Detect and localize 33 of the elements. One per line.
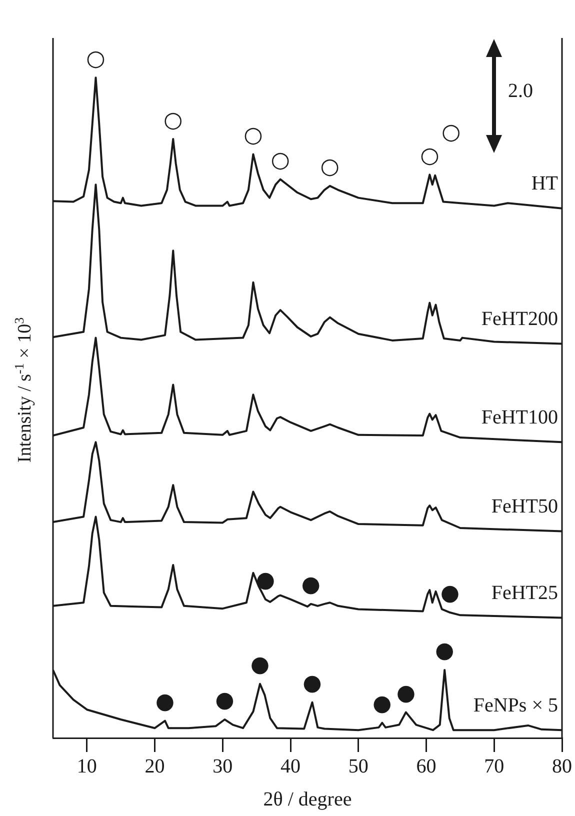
annotation: ● bbox=[155, 690, 175, 715]
annotation: ● bbox=[372, 692, 392, 717]
x-tick-label: 40 bbox=[280, 755, 301, 778]
annotation: ○ bbox=[86, 46, 106, 72]
x-axis-title: 2θ / degree bbox=[263, 788, 352, 810]
annotation: ● bbox=[434, 638, 454, 664]
x-tick-label: 10 bbox=[76, 755, 97, 778]
series-label: HT bbox=[531, 172, 558, 195]
x-tick-label: 80 bbox=[552, 755, 572, 778]
series-label: FeHT25 bbox=[491, 582, 558, 604]
annotation: ● bbox=[215, 688, 234, 714]
series-label: FeHT50 bbox=[491, 496, 558, 518]
x-tick-label: 30 bbox=[212, 755, 233, 778]
annotation: ○ bbox=[270, 148, 290, 174]
annotation: ● bbox=[256, 568, 276, 594]
x-tick-label: 70 bbox=[484, 755, 504, 778]
x-tick-label: 50 bbox=[348, 755, 368, 778]
annotation: ○ bbox=[244, 122, 263, 148]
annotation: ○ bbox=[441, 120, 461, 146]
annotation: ● bbox=[301, 572, 320, 598]
annotation: ○ bbox=[320, 154, 340, 180]
x-tick-label: 20 bbox=[144, 755, 165, 778]
annotation: ● bbox=[302, 671, 322, 696]
annotation: ○ bbox=[420, 143, 440, 168]
annotation: ● bbox=[396, 680, 416, 706]
series-label: FeHT100 bbox=[481, 406, 558, 428]
series-label: FeHT200 bbox=[481, 308, 558, 330]
annotation: ● bbox=[250, 652, 270, 678]
annotation: ● bbox=[440, 581, 460, 606]
annotation: 2.0 bbox=[508, 80, 533, 103]
x-tick-label: 60 bbox=[416, 755, 436, 778]
series-label: FeNPs × 5 bbox=[473, 694, 558, 716]
annotation: ○ bbox=[164, 108, 183, 133]
